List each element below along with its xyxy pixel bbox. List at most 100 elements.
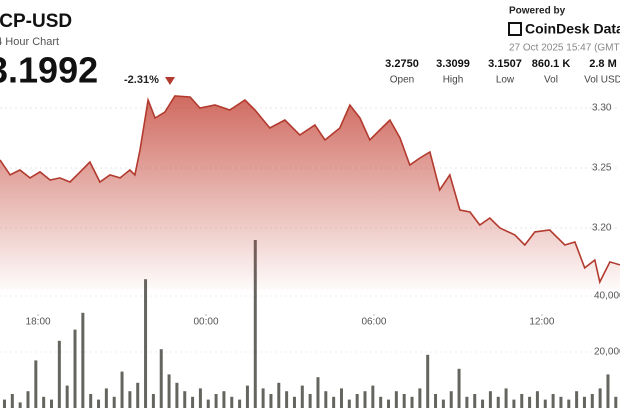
volume-bar [292,396,296,408]
volume-bar [394,391,398,408]
volume-bar [575,391,579,408]
volume-bar [371,385,375,408]
volume-bar [97,399,101,408]
volume-bar [528,396,532,408]
stats: 3.2750 Open 3.3099 High 3.1507 Low 860.1 K Vol 2… [385,58,620,86]
volume-bar [104,388,108,408]
stat-value: 3.3099 [436,58,470,70]
powered-by: Powered by [509,6,566,17]
volume-bar [324,391,328,408]
volume-bar [410,396,414,408]
volume-bar [598,388,602,408]
volume-bar [473,394,477,408]
volume-bar [89,394,93,408]
volume-bar [363,391,367,408]
volume-bar [245,385,249,408]
volume-bar [253,240,257,408]
volume-bar [81,312,85,408]
volume-bar [65,385,69,408]
volume-bar [582,396,586,408]
change: -2.31% [124,74,159,86]
volume-bar [551,394,555,408]
volume-bar [481,399,485,408]
price: 3.1992 [0,50,98,91]
volume-bar [57,340,61,408]
stat-label: High [443,75,464,86]
volume-bar [261,388,265,408]
volume-bar [465,396,469,408]
volume-bar [434,394,438,408]
volume-bar [73,329,77,408]
volume-bar [151,394,155,408]
volume-bar [379,396,383,408]
symbol: ICP-USD [0,11,72,32]
volume-bar [238,399,242,408]
volume-bar [488,391,492,408]
volume-bar [34,360,38,408]
volume-bar [559,396,563,408]
x-tick-label: 06:00 [361,317,386,328]
volume-bar [10,394,14,408]
volume-bar [2,399,6,408]
volume-bar [457,368,461,408]
volume-bar [191,396,195,408]
brand: CoinDesk Data [525,21,620,37]
volume-bar [183,391,187,408]
vol-tick-label: 20,000 [594,347,620,358]
subtitle: 24 Hour Chart [0,36,59,48]
volume-bar [112,396,116,408]
volume-bar [347,399,351,408]
volume-bar [567,399,571,408]
volume-bar [535,391,539,408]
stat-value: 860.1 K [532,58,571,70]
volume-bar [402,394,406,408]
volume-bar [418,388,422,408]
volume-bar [214,394,218,408]
y-tick-label: 3.20 [592,223,612,234]
volume-bar [512,399,516,408]
brand-logo [508,22,522,36]
volume-bar [50,399,54,408]
volume-bar [520,394,524,408]
volume-bar [441,399,445,408]
timestamp: 27 Oct 2025 15:47 (GMT) [509,43,620,54]
vol-tick-label: 40,000 [594,291,620,302]
stat-value: 3.2750 [385,58,419,70]
volume-bar [614,396,618,408]
volume-bar [136,382,140,408]
stat-value: 3.1507 [488,58,522,70]
volume-bar [206,399,210,408]
price-area [0,96,620,290]
volume-bar [26,391,30,408]
volume-bar [128,391,132,408]
price-line [0,95,620,285]
stat-label: Low [496,75,515,86]
y-tick-label: 3.25 [592,163,612,174]
down-arrow [165,77,175,85]
y-tick-label: 3.30 [592,103,612,114]
volume-bar [308,394,312,408]
volume-bar [496,396,500,408]
volume-bar [269,394,273,408]
price-layer: 3.30 3.25 3.20 18:00 00:00 06:00 12:00 [0,95,620,328]
x-tick-label: 00:00 [193,317,218,328]
stat-label: Vol [544,75,558,86]
volume-bar [159,349,163,408]
volume-bar [42,396,46,408]
x-tick-label: 18:00 [26,317,51,328]
stat-label: Open [390,75,414,86]
volume-bar [222,391,226,408]
volume-bar [449,391,453,408]
volume-bar [590,394,594,408]
volume-bar [332,396,336,408]
volume-bar [120,371,124,408]
volume-bar [230,396,234,408]
volume-layer: 20,000 40,000 [0,240,620,408]
volume-bar [504,388,508,408]
volume-bar [606,374,610,408]
volume-bar [355,394,359,408]
volume-bar [285,391,289,408]
volume-bar [198,388,202,408]
